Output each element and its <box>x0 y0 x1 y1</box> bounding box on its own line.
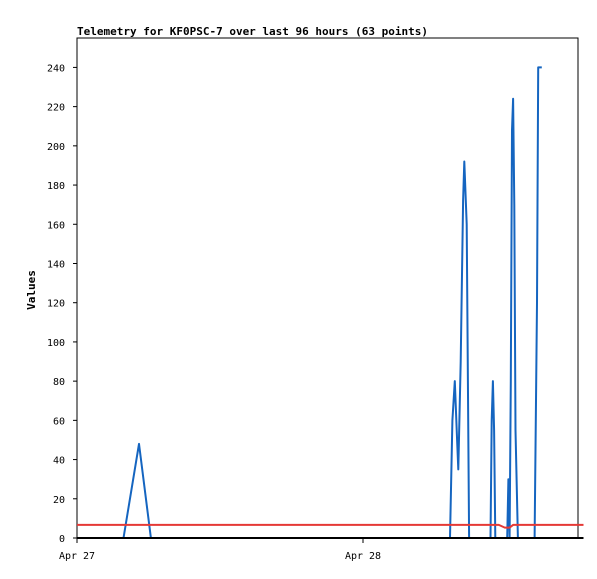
x-tick-label: Apr 28 <box>345 551 381 562</box>
chart-title: Telemetry for KF0PSC-7 over last 96 hour… <box>77 25 428 38</box>
y-tick-label: 160 <box>47 220 65 231</box>
y-tick-label: 40 <box>53 456 65 467</box>
series-line-2 <box>77 523 584 529</box>
y-tick-label: 180 <box>47 181 65 192</box>
plot-area: 0 20 40 60 80 100 120 140 160 180 200 220 240 Apr 27 A… <box>47 37 584 562</box>
y-tick-label: 140 <box>47 259 65 270</box>
y-tick-label: 220 <box>47 103 65 114</box>
y-tick-label: 120 <box>47 299 65 310</box>
y-tick-label: 100 <box>47 338 65 349</box>
y-tick-label: 200 <box>47 142 65 153</box>
y-tick-label: 0 <box>59 534 65 545</box>
y-tick-label: 240 <box>47 63 65 74</box>
x-tick-label: Apr 27 <box>59 551 95 562</box>
plot-frame <box>76 37 579 539</box>
series-line-1 <box>118 66 542 539</box>
y-tick-label: 60 <box>53 416 65 427</box>
y-tick-label: 20 <box>53 495 65 506</box>
y-tick-label: 80 <box>53 377 65 388</box>
y-axis-label: Values <box>25 270 38 310</box>
